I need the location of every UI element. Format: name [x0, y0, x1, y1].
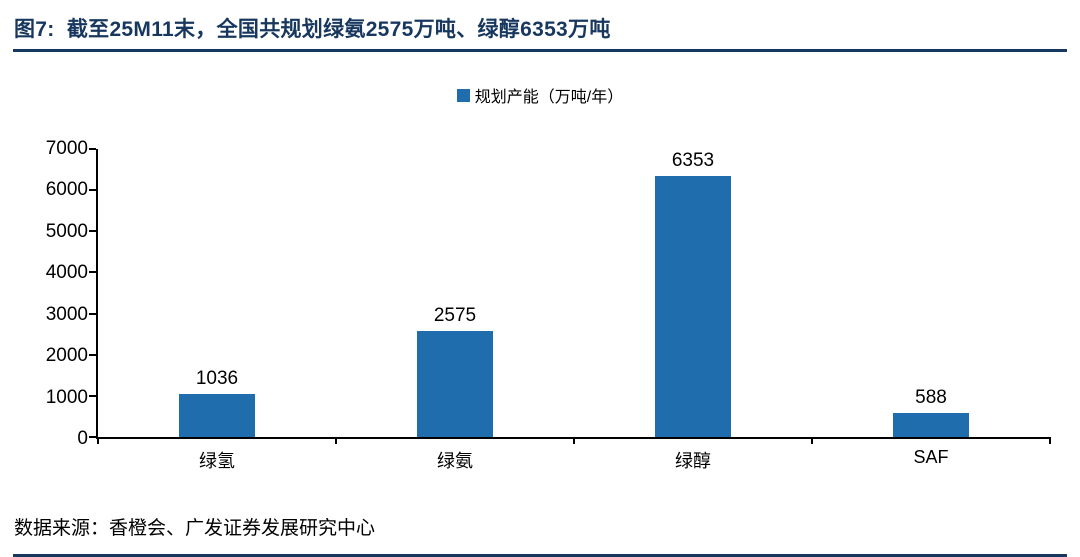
y-tick-label: 0: [77, 428, 88, 449]
bar-value-label: 1036: [195, 368, 239, 390]
y-tick-label: 4000: [45, 262, 88, 284]
x-axis-category-label: 绿氨: [437, 451, 473, 471]
bar-slot: 6353: [574, 149, 812, 437]
y-tick-label: 6000: [45, 179, 88, 201]
bar-value-label: 6353: [671, 149, 715, 171]
x-axis-tick: [1049, 437, 1051, 444]
bar: [179, 394, 255, 437]
y-axis-tick: [89, 394, 96, 397]
bar-slot: 2575: [336, 149, 574, 437]
bar: [417, 331, 493, 437]
x-axis-category-label: SAF: [913, 447, 949, 467]
y-axis-tick: [89, 271, 96, 274]
legend-label: 规划产能（万吨/年）: [474, 89, 624, 106]
legend-marker-square: [456, 88, 470, 102]
x-axis-category-label: 绿氢: [199, 451, 235, 471]
x-axis-tick: [811, 437, 813, 444]
x-axis-tick: [335, 437, 337, 444]
bar-slot: 1036: [98, 149, 336, 437]
y-tick-label: 1000: [45, 386, 88, 408]
figure-header: 图7: 截至25M11末，全国共规划绿氨2575万吨、绿醇6353万吨: [13, 0, 1067, 52]
y-tick-label: 5000: [45, 220, 88, 242]
x-axis-tick: [97, 437, 99, 444]
y-axis-tick: [89, 353, 96, 356]
legend: 规划产能（万吨/年）: [0, 85, 1080, 106]
source-footer: 数据来源：香橙会、广发证券发展研究中心: [13, 513, 1067, 557]
y-tick-label: 3000: [45, 303, 88, 325]
y-tick-label: 2000: [45, 345, 88, 367]
bar-chart: 0 1000 2000 3000 4000 5000 6000 7000 1036 2575 63…: [36, 138, 1051, 449]
source-text: 数据来源：香橙会、广发证券发展研究中心: [14, 518, 376, 539]
x-axis-category-label: 绿醇: [675, 451, 711, 471]
y-axis-tick: [89, 312, 96, 315]
y-axis-tick: [89, 189, 96, 192]
y-axis-tick: [89, 436, 96, 438]
bar-value-label: 2575: [433, 305, 477, 327]
bar: [655, 175, 731, 437]
bar-value-label: 588: [915, 386, 947, 408]
bar-slot: 588: [812, 149, 1050, 437]
y-axis-tick: [89, 230, 96, 233]
plot-area: 1036 2575 6353 588: [89, 148, 1051, 444]
x-axis-labels: 绿氢 绿氨 绿醇 SAF: [98, 447, 1050, 473]
bar: [893, 412, 969, 437]
x-axis-tick: [573, 437, 575, 444]
y-axis-tick: [89, 148, 96, 150]
y-tick-label: 7000: [45, 138, 88, 159]
y-axis: 0 1000 2000 3000 4000 5000 6000 7000: [36, 138, 96, 449]
figure-title: 图7: 截至25M11末，全国共规划绿氨2575万吨、绿醇6353万吨: [14, 18, 611, 41]
